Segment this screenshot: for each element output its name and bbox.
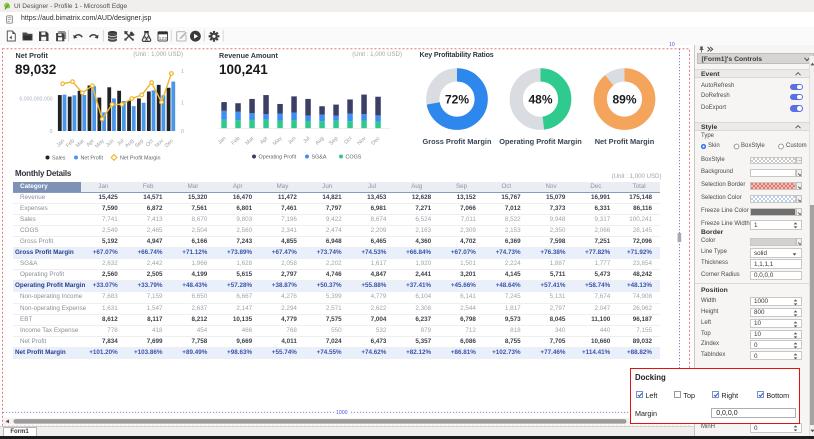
svg-text:6,000,000,000: 6,000,000,000	[19, 96, 52, 102]
svg-text:2: 2	[162, 36, 165, 41]
svg-text:1000: 1000	[336, 409, 348, 415]
svg-text:Feb: Feb	[65, 138, 76, 149]
svg-text:Jun: Jun	[105, 138, 115, 148]
svg-text:May: May	[272, 135, 284, 147]
svg-text:Jul: Jul	[116, 138, 125, 147]
svg-text:Jan: Jan	[56, 138, 66, 148]
svg-text:Aug: Aug	[314, 135, 325, 146]
svg-text:Aug: Aug	[124, 138, 135, 149]
svg-text:Mar: Mar	[75, 138, 86, 149]
svg-text:Jan: Jan	[217, 135, 227, 145]
svg-text:0: 0	[181, 129, 184, 135]
svg-text:Dec: Dec	[370, 135, 381, 146]
svg-text:Sales: Sales	[52, 155, 66, 161]
svg-text:72%: 72%	[445, 92, 469, 106]
svg-text:Dec: Dec	[164, 137, 175, 148]
svg-text:89%: 89%	[612, 92, 636, 106]
svg-text:Nov: Nov	[356, 135, 367, 146]
svg-text:Net Profit Margin: Net Profit Margin	[595, 137, 655, 146]
svg-text:Oct: Oct	[343, 135, 354, 146]
svg-text:SG&A: SG&A	[312, 154, 327, 160]
svg-text:Apr: Apr	[259, 135, 269, 145]
svg-text:Operating Profit Margin: Operating Profit Margin	[499, 137, 582, 146]
svg-text:1: 1	[159, 36, 162, 41]
svg-text:Operating Profit: Operating Profit	[259, 154, 297, 160]
svg-text:Mar: Mar	[245, 135, 256, 146]
svg-text:Nov: Nov	[154, 137, 165, 148]
svg-text:Feb: Feb	[231, 135, 242, 146]
svg-text:Net Profit Margin: Net Profit Margin	[120, 155, 160, 161]
svg-text:COGS: COGS	[346, 154, 362, 160]
svg-text:1: 1	[181, 100, 184, 106]
svg-text:Gross Profit Margin: Gross Profit Margin	[423, 137, 492, 146]
svg-text:1: 1	[181, 69, 184, 75]
svg-text:Apr: Apr	[86, 138, 96, 148]
svg-text:3: 3	[164, 36, 167, 41]
svg-text:May: May	[94, 137, 106, 149]
svg-text:Oct: Oct	[145, 137, 156, 148]
svg-text:Sep: Sep	[328, 135, 339, 146]
svg-text:0: 0	[50, 129, 53, 135]
svg-text:Jun: Jun	[287, 135, 297, 145]
svg-text:Net Profit: Net Profit	[81, 155, 104, 161]
svg-text:48%: 48%	[528, 92, 552, 106]
svg-text:Sep: Sep	[134, 138, 145, 149]
svg-text:Jul: Jul	[302, 135, 311, 144]
